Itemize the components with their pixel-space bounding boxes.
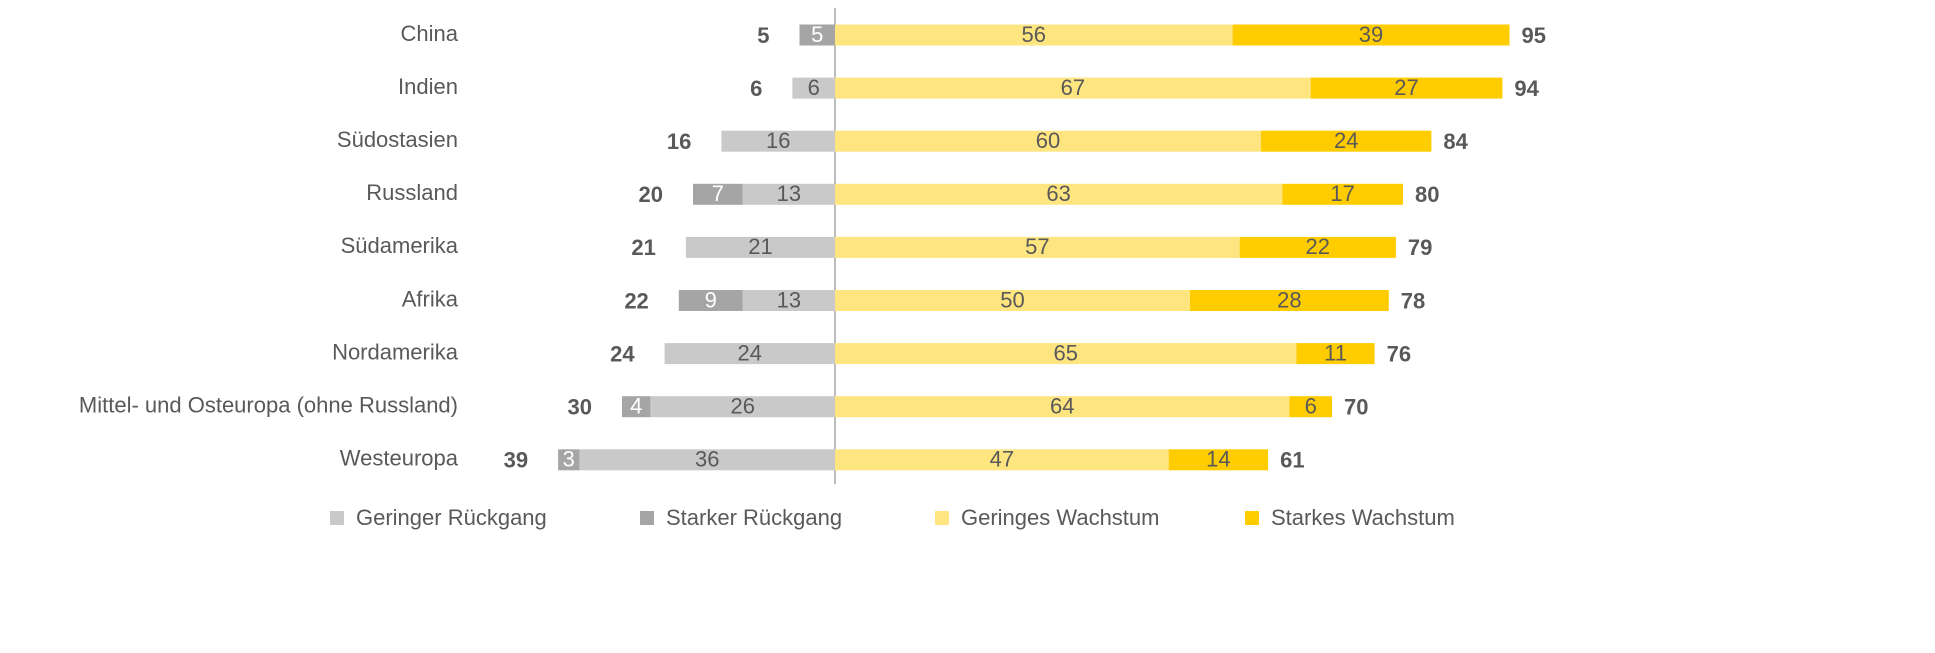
total: 20	[639, 182, 663, 207]
legend-label: Starker Rückgang	[666, 505, 842, 530]
bar-segment	[835, 130, 1261, 152]
bar-segment	[1289, 396, 1332, 418]
bar-segment	[1168, 449, 1269, 471]
bar-segment	[1310, 77, 1503, 99]
bar-segment	[742, 183, 835, 205]
bar-segment	[678, 290, 743, 311]
bar-segment	[835, 396, 1290, 418]
legend-swatch	[330, 511, 344, 525]
total: 79	[1408, 235, 1432, 260]
bar-segment	[835, 290, 1190, 311]
total: 39	[504, 448, 528, 473]
category-label: Südamerika	[341, 233, 459, 258]
total: 22	[624, 288, 648, 313]
category-label: Südostasien	[337, 127, 458, 152]
bar-segment	[835, 236, 1240, 258]
bar-segment	[693, 183, 743, 205]
value-label: 22	[1306, 234, 1330, 259]
category-label: Mittel- und Osteuropa (ohne Russland)	[79, 393, 458, 418]
bar-segment	[835, 77, 1311, 99]
legend-label: Geringer Rückgang	[356, 505, 547, 530]
value-label: 67	[1061, 75, 1085, 100]
bar-segment	[622, 396, 651, 418]
value-label: 24	[738, 340, 762, 365]
category-label: Indien	[398, 74, 458, 99]
value-label: 17	[1330, 181, 1354, 206]
value-label: 26	[730, 394, 754, 419]
value-label: 5	[811, 22, 823, 47]
total: 80	[1415, 182, 1439, 207]
value-label: 6	[1305, 394, 1317, 419]
total: 70	[1344, 395, 1368, 420]
value-label: 64	[1050, 394, 1074, 419]
bar-segment	[1239, 236, 1396, 258]
value-label: 21	[748, 234, 772, 259]
value-label: 9	[705, 287, 717, 312]
value-label: 60	[1036, 128, 1060, 153]
value-label: 4	[630, 394, 642, 419]
category-label: Nordamerika	[332, 339, 459, 364]
value-label: 56	[1022, 22, 1046, 47]
bar-segment	[835, 343, 1297, 365]
total: 16	[667, 129, 691, 154]
value-label: 6	[808, 75, 820, 100]
total: 61	[1280, 448, 1304, 473]
legend-swatch	[640, 511, 654, 525]
legend-swatch	[935, 511, 949, 525]
category-label: Russland	[366, 180, 458, 205]
value-label: 24	[1334, 128, 1358, 153]
bar-segment	[799, 24, 835, 46]
total: 76	[1387, 341, 1411, 366]
total: 24	[610, 341, 635, 366]
legend-swatch	[1245, 511, 1259, 525]
bar-segment	[1232, 24, 1510, 46]
bar-segment	[558, 449, 580, 471]
category-label: Afrika	[402, 286, 459, 311]
value-label: 65	[1054, 340, 1078, 365]
value-label: 13	[777, 181, 801, 206]
bar-segment	[835, 24, 1233, 46]
legend-label: Starkes Wachstum	[1271, 505, 1455, 530]
bar-segment	[579, 449, 835, 471]
value-label: 50	[1000, 287, 1024, 312]
value-label: 14	[1206, 447, 1230, 472]
total: 6	[750, 76, 762, 101]
value-label: 16	[766, 128, 790, 153]
category-label: China	[401, 21, 459, 46]
bar-segment	[1282, 183, 1403, 205]
bar-segment	[835, 449, 1169, 471]
bar-segment	[792, 77, 835, 99]
value-label: 47	[990, 447, 1014, 472]
total: 84	[1443, 129, 1468, 154]
legend-label: Geringes Wachstum	[961, 505, 1159, 530]
total: 21	[631, 235, 655, 260]
total: 30	[568, 395, 592, 420]
value-label: 3	[563, 447, 575, 472]
value-label: 36	[695, 447, 719, 472]
bar-segment	[1296, 343, 1375, 365]
value-label: 11	[1324, 340, 1347, 365]
total: 94	[1514, 76, 1539, 101]
bar-segment	[1190, 290, 1389, 311]
total: 95	[1522, 23, 1546, 48]
bar-segment	[664, 343, 835, 365]
value-label: 57	[1025, 234, 1049, 259]
value-label: 63	[1046, 181, 1070, 206]
value-label: 28	[1277, 287, 1301, 312]
bar-segment	[742, 290, 835, 311]
category-label: Westeuropa	[340, 446, 459, 471]
total: 78	[1401, 288, 1425, 313]
bar-segment	[650, 396, 835, 418]
value-label: 27	[1394, 75, 1418, 100]
bar-segment	[685, 236, 835, 258]
value-label: 7	[712, 181, 724, 206]
bar-segment	[835, 183, 1283, 205]
value-label: 39	[1359, 22, 1383, 47]
value-label: 13	[777, 287, 801, 312]
total: 5	[757, 23, 769, 48]
bar-segment	[1261, 130, 1432, 152]
bar-segment	[721, 130, 835, 152]
